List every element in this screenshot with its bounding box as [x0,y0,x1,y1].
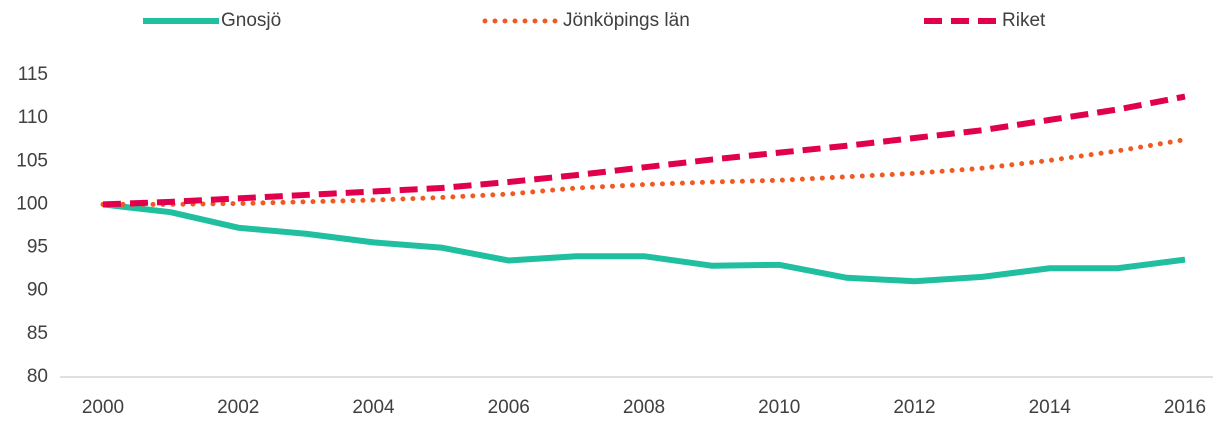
legend-label: Gnosjö [221,10,281,31]
x-tick-label: 2002 [217,397,259,418]
x-tick-label: 2012 [893,397,935,418]
series-line [100,137,1188,207]
x-tick-label: 2010 [758,397,800,418]
y-tick-label: 80 [27,366,48,387]
y-tick-label: 85 [27,323,48,344]
x-tick-label: 2014 [1029,397,1072,418]
x-tick-label: 2008 [623,397,665,418]
y-tick-label: 90 [27,280,48,301]
legend-label: Riket [1002,10,1046,31]
x-tick-label: 2004 [352,397,395,418]
y-tick-label: 110 [18,107,48,128]
y-tick-label: 100 [16,193,48,214]
series-line [102,201,1186,285]
y-tick-label: 95 [27,237,48,258]
x-tick-label: 2016 [1164,397,1206,418]
x-tick-label: 2006 [488,397,530,418]
y-tick-label: 105 [16,150,48,171]
series-line [102,93,1186,208]
y-tick-label: 115 [18,64,48,85]
legend-label: Jönköpings län [563,10,690,31]
x-tick-label: 2000 [82,397,124,418]
